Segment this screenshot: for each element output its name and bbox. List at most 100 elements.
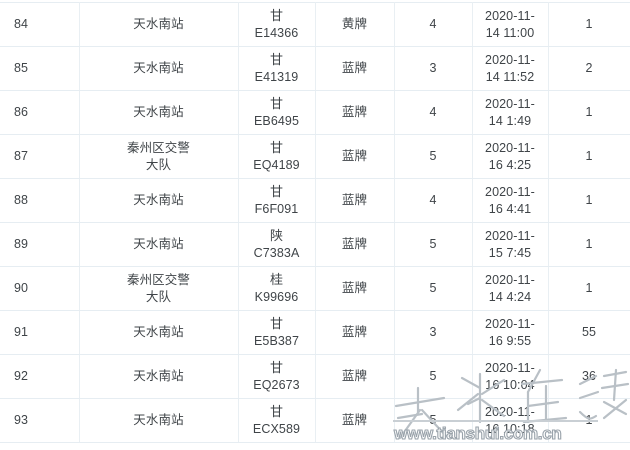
cell-license-plate: 甘 E14366: [238, 2, 316, 47]
table-row[interactable]: 93 天水南站 甘 ECX589 蓝牌5 2020-11- 16 10:18 12020-11…: [0, 398, 630, 443]
start-time-clock: 16 10:18: [485, 421, 535, 436]
plate-number: ECX589: [252, 422, 301, 436]
cell-plate-type: 蓝牌: [315, 398, 395, 443]
cell-start-time: 2020-11- 16 10:04: [472, 354, 549, 399]
cell-row-index: 85: [0, 46, 80, 91]
start-time-date: 2020-11-: [485, 272, 535, 287]
cell-level: 5: [394, 134, 473, 179]
start-time-clock: 16 10:04: [485, 377, 535, 392]
cell-count: 1: [548, 398, 630, 443]
start-time-date: 2020-11-: [485, 404, 535, 419]
cell-license-plate: 甘 EB6495: [238, 90, 316, 135]
cell-license-plate: 甘 ECX589: [238, 398, 316, 443]
cell-count: 1: [548, 266, 630, 311]
cell-count: 1: [548, 2, 630, 47]
organization-line-2: 大队: [145, 289, 172, 304]
cell-start-time: 2020-11- 14 4:24: [472, 266, 549, 311]
start-time-date: 2020-11-: [485, 228, 535, 243]
cell-row-index: 90: [0, 266, 80, 311]
cell-license-plate: 桂 K99696: [238, 266, 316, 311]
organization-line-1: 天水南站: [133, 61, 184, 75]
plate-province: 陕: [269, 228, 284, 243]
start-time-date: 2020-11-: [485, 96, 535, 111]
cell-start-time: 2020-11- 16 9:55: [472, 310, 549, 355]
plate-province: 甘: [269, 316, 284, 331]
cell-row-index: 84: [0, 2, 80, 47]
start-time-clock: 16 4:25: [488, 157, 532, 172]
start-time-date: 2020-11-: [485, 8, 535, 23]
start-time-date: 2020-11-: [485, 140, 535, 155]
plate-province: 甘: [269, 404, 284, 419]
plate-province: 甘: [269, 184, 284, 199]
cell-organization: 天水南站: [79, 222, 239, 267]
cell-organization: 天水南站: [79, 90, 239, 135]
cell-row-index: 93: [0, 398, 80, 443]
cell-start-time: 2020-11- 14 11:52: [472, 46, 549, 91]
cell-row-index: 88: [0, 178, 80, 223]
plate-number: EQ4189: [253, 158, 300, 172]
cell-plate-type: 蓝牌: [315, 90, 395, 135]
start-time-clock: 14 11:00: [485, 25, 535, 40]
table-row[interactable]: 91 天水南站 甘 E5B387 蓝牌3 2020-11- 16 9:55 552020-11…: [0, 310, 630, 355]
cell-count: 1: [548, 134, 630, 179]
start-time-date: 2020-11-: [485, 316, 535, 331]
cell-license-plate: 甘 EQ4189: [238, 134, 316, 179]
cell-row-index: 89: [0, 222, 80, 267]
plate-number: E5B387: [253, 334, 300, 348]
plate-number: K99696: [254, 290, 299, 304]
cell-organization: 天水南站: [79, 178, 239, 223]
cell-row-index: 86: [0, 90, 80, 135]
start-time-clock: 15 7:45: [488, 245, 532, 260]
cell-start-time: 2020-11- 16 10:18: [472, 398, 549, 443]
cell-count: 36: [548, 354, 630, 399]
cell-organization: 天水南站: [79, 46, 239, 91]
organization-line-1: 天水南站: [133, 105, 184, 119]
cell-count: 1: [548, 178, 630, 223]
plate-number: F6F091: [254, 202, 299, 216]
cell-license-plate: 甘 EQ2673: [238, 354, 316, 399]
start-time-clock: 16 4:41: [488, 201, 532, 216]
cell-organization: 秦州区交警 大队: [79, 266, 239, 311]
organization-line-1: 天水南站: [133, 369, 184, 383]
table-row[interactable]: 84 天水南站 甘 E14366 黄牌4 2020-11- 14 11:00 12020-11…: [0, 2, 630, 47]
organization-line-1: 天水南站: [133, 193, 184, 207]
cell-start-time: 2020-11- 15 7:45: [472, 222, 549, 267]
table-row[interactable]: 89 天水南站 陕 C7383A 蓝牌5 2020-11- 15 7:45 12020-11-…: [0, 222, 630, 267]
cell-organization: 天水南站: [79, 354, 239, 399]
table-row[interactable]: 86 天水南站 甘 EB6495 蓝牌4 2020-11- 14 1:49 12020-11-…: [0, 90, 630, 135]
plate-province: 甘: [269, 360, 284, 375]
organization-line-1: 秦州区交警: [126, 140, 190, 155]
plate-province: 甘: [269, 52, 284, 67]
cell-plate-type: 蓝牌: [315, 266, 395, 311]
plate-province: 甘: [269, 8, 284, 23]
plate-number: C7383A: [253, 246, 300, 260]
cell-license-plate: 陕 C7383A: [238, 222, 316, 267]
cell-count: 1: [548, 90, 630, 135]
plate-province: 甘: [269, 96, 284, 111]
start-time-date: 2020-11-: [485, 184, 535, 199]
cell-organization: 秦州区交警 大队: [79, 134, 239, 179]
cell-row-index: 92: [0, 354, 80, 399]
cell-level: 3: [394, 46, 473, 91]
table-row[interactable]: 92 天水南站 甘 EQ2673 蓝牌5 2020-11- 16 10:04 362020-1…: [0, 354, 630, 399]
cell-level: 4: [394, 90, 473, 135]
cell-start-time: 2020-11- 16 4:41: [472, 178, 549, 223]
cell-level: 5: [394, 354, 473, 399]
start-time-clock: 14 1:49: [488, 113, 532, 128]
organization-line-1: 秦州区交警: [126, 272, 190, 287]
table-row[interactable]: 88 天水南站 甘 F6F091 蓝牌4 2020-11- 16 4:41 12020-11-…: [0, 178, 630, 223]
cell-start-time: 2020-11- 14 1:49: [472, 90, 549, 135]
cell-start-time: 2020-11- 14 11:00: [472, 2, 549, 47]
cell-plate-type: 黄牌: [315, 2, 395, 47]
cell-level: 5: [394, 222, 473, 267]
table-row[interactable]: 85 天水南站 甘 E41319 蓝牌3 2020-11- 14 11:52 22020-11…: [0, 46, 630, 91]
cell-level: 3: [394, 310, 473, 355]
cell-start-time: 2020-11- 16 4:25: [472, 134, 549, 179]
cell-plate-type: 蓝牌: [315, 46, 395, 91]
cell-level: 4: [394, 2, 473, 47]
cell-plate-type: 蓝牌: [315, 222, 395, 267]
